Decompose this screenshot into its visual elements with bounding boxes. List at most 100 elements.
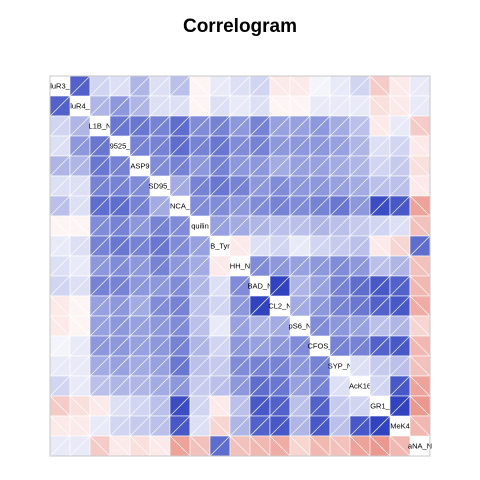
correlation-direction-line xyxy=(309,175,331,197)
correlation-direction-line xyxy=(169,275,191,297)
correlation-direction-line xyxy=(149,355,171,377)
variable-label: CFOS_ xyxy=(307,342,333,351)
correlation-direction-line xyxy=(389,175,411,197)
correlation-direction-line xyxy=(209,75,231,97)
correlation-direction-line xyxy=(249,215,271,237)
correlation-direction-line xyxy=(209,335,231,357)
correlation-direction-line xyxy=(309,215,331,237)
correlation-direction-line xyxy=(389,335,411,357)
correlation-direction-line xyxy=(329,315,351,337)
correlation-direction-line xyxy=(289,355,311,377)
correlation-direction-line xyxy=(349,435,371,457)
correlation-direction-line xyxy=(189,295,211,317)
correlation-direction-line xyxy=(329,195,351,217)
correlation-direction-line xyxy=(129,295,151,317)
correlation-direction-line xyxy=(109,355,131,377)
correlation-direction-line xyxy=(129,435,151,457)
correlation-direction-line xyxy=(249,115,271,137)
correlation-direction-line xyxy=(209,135,231,157)
correlation-direction-line xyxy=(329,375,351,397)
correlation-direction-line xyxy=(209,295,231,317)
correlation-direction-line xyxy=(249,315,271,337)
correlation-direction-line xyxy=(349,175,371,197)
correlation-direction-line xyxy=(409,415,431,437)
correlation-direction-line xyxy=(129,175,151,197)
correlation-direction-line xyxy=(149,275,171,297)
correlation-direction-line xyxy=(49,355,71,377)
correlation-direction-line xyxy=(89,235,111,257)
correlation-direction-line xyxy=(269,195,291,217)
correlation-direction-line xyxy=(69,255,91,277)
correlation-direction-line xyxy=(329,335,351,357)
variable-label: NCA_ xyxy=(170,202,191,211)
correlation-direction-line xyxy=(229,415,251,437)
correlation-direction-line xyxy=(189,315,211,337)
correlation-direction-line xyxy=(149,375,171,397)
correlation-direction-line xyxy=(129,395,151,417)
correlation-direction-line xyxy=(49,255,71,277)
correlation-direction-line xyxy=(149,75,171,97)
correlation-direction-line xyxy=(109,195,131,217)
correlation-direction-line xyxy=(109,315,131,337)
correlation-direction-line xyxy=(49,415,71,437)
correlation-direction-line xyxy=(349,355,371,377)
correlation-direction-line xyxy=(309,195,331,217)
correlation-direction-line xyxy=(369,435,391,457)
correlation-direction-line xyxy=(229,315,251,337)
correlation-direction-line xyxy=(389,375,411,397)
correlation-direction-line xyxy=(269,335,291,357)
correlation-direction-line xyxy=(49,195,71,217)
correlation-direction-line xyxy=(209,155,231,177)
correlation-direction-line xyxy=(389,295,411,317)
correlation-direction-line xyxy=(349,75,371,97)
correlation-direction-line xyxy=(89,215,111,237)
correlation-direction-line xyxy=(409,215,431,237)
correlation-direction-line xyxy=(369,315,391,337)
variable-label: ASP9 xyxy=(130,162,149,171)
correlation-direction-line xyxy=(389,315,411,337)
correlation-direction-line xyxy=(189,335,211,357)
correlation-direction-line xyxy=(409,335,431,357)
correlation-direction-line xyxy=(289,155,311,177)
correlation-direction-line xyxy=(389,215,411,237)
correlation-direction-line xyxy=(169,395,191,417)
correlation-direction-line xyxy=(89,195,111,217)
correlation-direction-line xyxy=(109,435,131,457)
correlation-direction-line xyxy=(109,335,131,357)
correlation-direction-line xyxy=(369,335,391,357)
plot-frame xyxy=(49,75,431,457)
correlation-direction-line xyxy=(109,395,131,417)
variable-label: 9525_ xyxy=(110,142,132,151)
correlation-direction-line xyxy=(129,255,151,277)
correlation-direction-line xyxy=(129,235,151,257)
correlation-direction-line xyxy=(69,295,91,317)
correlation-direction-line xyxy=(369,195,391,217)
correlation-direction-line xyxy=(289,435,311,457)
correlation-direction-line xyxy=(389,135,411,157)
correlation-direction-line xyxy=(409,355,431,377)
correlation-direction-line xyxy=(389,195,411,217)
correlation-direction-line xyxy=(349,395,371,417)
correlation-direction-line xyxy=(169,215,191,237)
correlation-direction-line xyxy=(69,155,91,177)
correlation-direction-line xyxy=(109,295,131,317)
correlation-direction-line xyxy=(269,215,291,237)
variable-label: L1B_N xyxy=(89,122,112,131)
correlation-direction-line xyxy=(209,315,231,337)
correlation-direction-line xyxy=(189,395,211,417)
correlation-direction-line xyxy=(409,395,431,417)
correlation-direction-line xyxy=(309,295,331,317)
correlation-direction-line xyxy=(389,115,411,137)
correlation-direction-line xyxy=(49,275,71,297)
correlation-direction-line xyxy=(249,415,271,437)
correlation-direction-line xyxy=(389,395,411,417)
correlation-direction-line xyxy=(189,195,211,217)
correlation-direction-line xyxy=(189,135,211,157)
correlation-direction-line xyxy=(209,95,231,117)
correlation-direction-line xyxy=(49,155,71,177)
correlation-direction-line xyxy=(129,135,151,157)
correlation-direction-line xyxy=(169,235,191,257)
correlation-direction-line xyxy=(149,195,171,217)
correlation-direction-line xyxy=(169,315,191,337)
